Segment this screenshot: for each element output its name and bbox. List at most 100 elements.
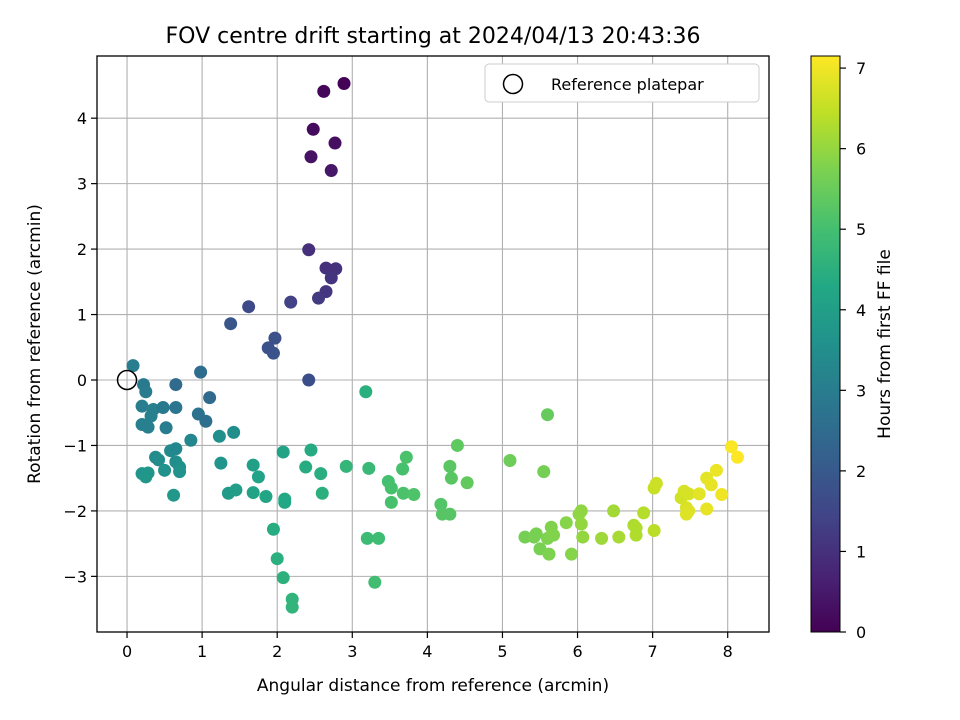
- data-point: [306, 122, 320, 136]
- data-point: [158, 463, 172, 477]
- data-point: [595, 531, 609, 545]
- colorbar-tick-label: 6: [856, 140, 866, 159]
- y-tick-label: 1: [77, 306, 87, 325]
- data-point: [251, 470, 265, 484]
- plot-frame: [96, 55, 770, 633]
- data-point: [278, 495, 292, 509]
- data-point: [730, 450, 744, 464]
- data-point: [203, 391, 217, 405]
- data-point: [359, 385, 373, 399]
- reference-platepar-marker: [116, 369, 138, 391]
- colorbar-tick-label: 1: [856, 542, 866, 561]
- data-point: [302, 373, 316, 387]
- data-point: [173, 465, 187, 479]
- data-point: [460, 476, 474, 490]
- data-point: [704, 478, 718, 492]
- data-point: [384, 481, 398, 495]
- x-tick-label: 1: [197, 642, 207, 661]
- data-point: [574, 517, 588, 531]
- x-tick-label: 7: [648, 642, 658, 661]
- x-tick-label: 5: [497, 642, 507, 661]
- data-point: [715, 488, 729, 502]
- x-axis-label: Angular distance from reference (arcmin): [257, 676, 609, 696]
- colorbar-tick-label: 7: [856, 59, 866, 78]
- data-point: [284, 295, 298, 309]
- data-point: [384, 495, 398, 509]
- data-point: [311, 291, 325, 305]
- data-point: [337, 76, 351, 90]
- data-point: [141, 420, 155, 434]
- y-tick-label: 0: [77, 371, 87, 390]
- data-point: [167, 488, 181, 502]
- legend-label: Reference platepar: [551, 75, 704, 94]
- data-point: [724, 440, 738, 454]
- data-point: [443, 507, 457, 521]
- x-tick-label: 4: [422, 642, 432, 661]
- data-point: [319, 261, 333, 275]
- colorbar: [810, 55, 841, 633]
- data-point: [328, 136, 342, 150]
- data-point: [444, 471, 458, 485]
- data-point: [246, 458, 260, 472]
- data-point: [184, 433, 198, 447]
- data-point: [227, 425, 241, 439]
- data-point: [434, 497, 448, 511]
- colorbar-label: Hours from first FF file: [875, 249, 895, 439]
- data-point: [139, 385, 153, 399]
- data-point: [266, 346, 280, 360]
- data-point: [399, 450, 413, 464]
- data-point: [285, 600, 299, 614]
- grid-lines: [97, 56, 769, 632]
- data-point: [229, 483, 243, 497]
- colorbar-tick-label: 2: [856, 462, 866, 481]
- colorbar-tick-label: 3: [856, 381, 866, 400]
- chart-title: FOV centre drift starting at 2024/04/13 …: [166, 24, 701, 49]
- data-point: [259, 490, 273, 504]
- legend: Reference platepar: [484, 63, 760, 103]
- data-point: [315, 486, 329, 500]
- data-point: [637, 506, 651, 520]
- data-point: [542, 547, 556, 561]
- data-point: [152, 453, 166, 467]
- data-point: [199, 414, 213, 428]
- y-axis-ticks: −3 −2 −1 0 1 2 3 4: [63, 109, 97, 586]
- x-tick-label: 3: [347, 642, 357, 661]
- data-point: [270, 552, 284, 566]
- x-tick-label: 8: [723, 642, 733, 661]
- data-point: [360, 531, 374, 545]
- data-point: [700, 502, 714, 516]
- data-point: [368, 575, 382, 589]
- data-point: [214, 456, 228, 470]
- scatter-points: [126, 76, 744, 614]
- data-point: [607, 504, 621, 518]
- data-point: [443, 459, 457, 473]
- x-axis-ticks: 0 1 2 3 4 5 6 7 8: [122, 632, 733, 661]
- data-point: [304, 443, 318, 457]
- data-point: [169, 442, 183, 456]
- colorbar-ticks: 0 1 2 3 4 5 6 7: [840, 59, 866, 642]
- data-point: [559, 516, 573, 530]
- data-point: [194, 365, 208, 379]
- data-point: [246, 486, 260, 500]
- x-tick-label: 2: [272, 642, 282, 661]
- colorbar-tick-label: 4: [856, 301, 866, 320]
- data-point: [268, 331, 282, 345]
- data-point: [547, 528, 561, 542]
- data-point: [629, 528, 643, 542]
- data-point: [135, 399, 149, 413]
- data-point: [450, 438, 464, 452]
- y-tick-label: 2: [77, 240, 87, 259]
- y-tick-label: −1: [63, 436, 87, 455]
- colorbar-tick-label: 5: [856, 220, 866, 239]
- y-tick-label: 4: [77, 109, 87, 128]
- data-point: [317, 84, 331, 98]
- y-axis-label: Rotation from reference (arcmin): [25, 204, 45, 484]
- data-point: [276, 571, 290, 585]
- data-point: [224, 317, 238, 331]
- data-point: [242, 300, 256, 314]
- data-point: [324, 164, 338, 178]
- data-point: [169, 378, 183, 392]
- y-tick-label: −3: [63, 567, 87, 586]
- data-point: [126, 359, 140, 373]
